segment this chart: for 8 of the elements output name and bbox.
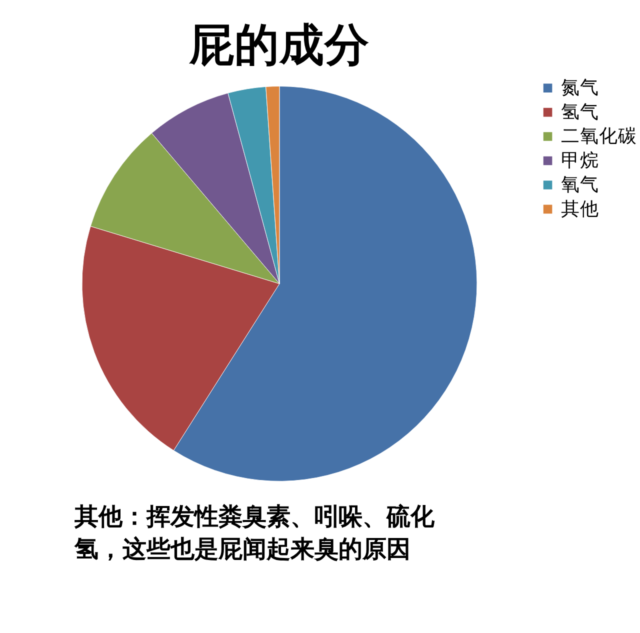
legend-label: 氧气 bbox=[560, 174, 599, 196]
text: 其他：挥发性粪臭素、吲哚、硫化氢，这些也是屁闻起来臭的原因 bbox=[74, 502, 436, 564]
legend-label: 二氧化碳 bbox=[560, 126, 637, 148]
legend-label: 氮气 bbox=[560, 78, 599, 99]
chart-title: 屁的成分 bbox=[188, 18, 370, 72]
legend-label: 其他 bbox=[560, 198, 599, 220]
legend-label: 氢气 bbox=[560, 102, 599, 123]
legend-label: 甲烷 bbox=[560, 150, 599, 172]
